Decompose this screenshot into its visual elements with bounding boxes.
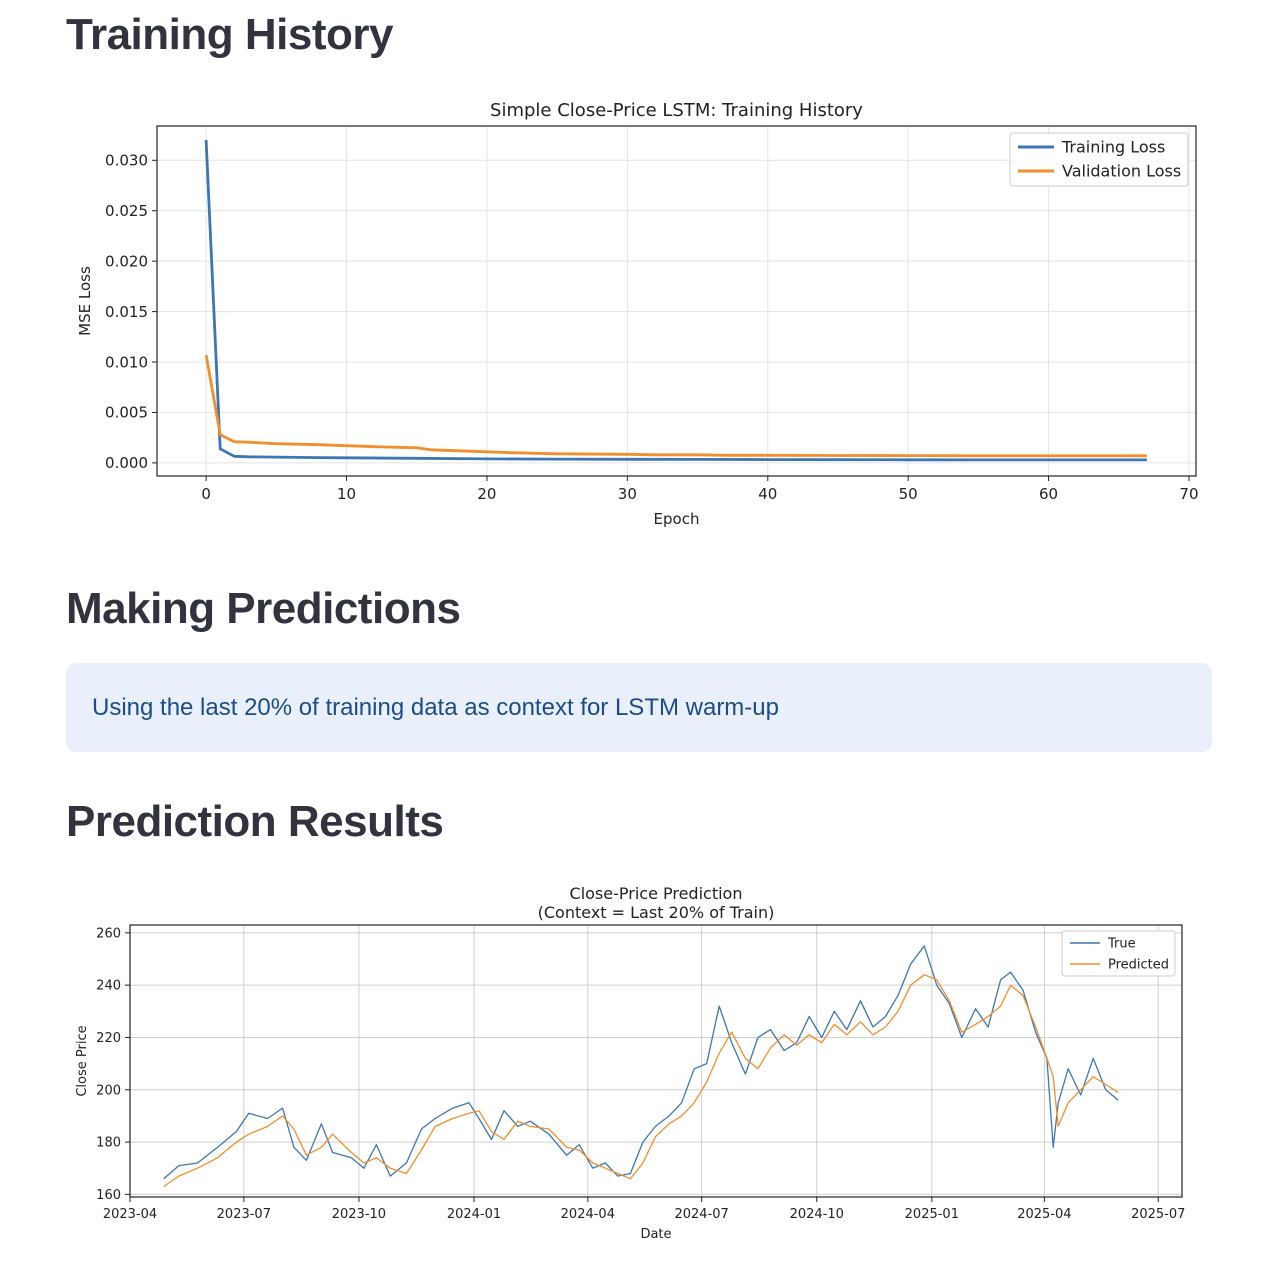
x-tick-label: 2023-04 <box>103 1207 157 1222</box>
x-tick-label: 2024-07 <box>674 1207 728 1222</box>
x-tick-label: 30 <box>618 485 637 503</box>
y-tick-label: 240 <box>96 979 121 994</box>
x-tick-label: 2024-10 <box>790 1207 844 1222</box>
y-tick-label: 0.025 <box>105 202 148 220</box>
grid-lines <box>157 126 1196 476</box>
series-line-predicted <box>163 974 1119 1188</box>
x-tick-label: 2023-10 <box>332 1207 386 1222</box>
plot-frame <box>156 125 1197 477</box>
y-tick-label: 200 <box>96 1083 121 1098</box>
x-tick-label: 10 <box>337 485 356 503</box>
x-axis-label: Epoch <box>654 510 700 528</box>
heading-making-predictions: Making Predictions <box>66 584 461 633</box>
close-price-prediction-chart: 2023-04 2023-07 2023-10 2024-01 2024-04 2024-… <box>75 884 1185 1242</box>
info-alert-text: Using the last 20% of training data as c… <box>92 693 779 721</box>
legend-box <box>1009 132 1189 187</box>
y-tick-label: 260 <box>96 926 121 941</box>
y-axis-label: Close Price <box>75 1025 90 1096</box>
series-line-training-loss <box>204 140 1147 462</box>
x-tick-label: 50 <box>899 485 918 503</box>
y-tick-label: 0.030 <box>105 152 148 170</box>
plot-frame <box>129 924 1183 1198</box>
y-tick-label: 220 <box>96 1031 121 1046</box>
x-tick-label: 20 <box>477 485 496 503</box>
legend-label: Training Loss <box>1061 138 1165 157</box>
x-tick-label: 70 <box>1179 485 1198 503</box>
chart-title: Close-Price Prediction <box>570 884 743 903</box>
x-tick-label: 2024-04 <box>561 1207 615 1222</box>
y-tick-label: 0.005 <box>105 404 148 422</box>
x-tick-label: 2024-01 <box>447 1207 501 1222</box>
heading-training-history: Training History <box>66 10 393 59</box>
legend: True Predicted <box>1061 930 1176 977</box>
series-line-validation-loss <box>204 354 1147 458</box>
legend: Training Loss Validation Loss <box>1009 132 1189 187</box>
info-alert: Using the last 20% of training data as c… <box>66 663 1212 752</box>
heading-prediction-results: Prediction Results <box>66 797 444 846</box>
y-tick-label: 160 <box>96 1188 121 1203</box>
x-tick-label: 0 <box>201 485 211 503</box>
chart-title: Simple Close-Price LSTM: Training Histor… <box>490 100 863 121</box>
x-tick-label: 2025-07 <box>1131 1207 1185 1222</box>
y-axis-label: MSE Loss <box>76 266 94 336</box>
y-tick-label: 0.000 <box>105 454 148 472</box>
x-axis-label: Date <box>640 1227 671 1242</box>
y-tick-label: 0.010 <box>105 353 148 371</box>
x-tick-label: 2025-01 <box>905 1207 959 1222</box>
series-line-true <box>163 945 1119 1180</box>
chart-subtitle: (Context = Last 20% of Train) <box>538 903 775 922</box>
legend-label: True <box>1107 937 1136 952</box>
x-tick-label: 2025-04 <box>1017 1207 1071 1222</box>
x-tick-label: 40 <box>758 485 777 503</box>
y-tick-label: 0.015 <box>105 303 148 321</box>
legend-label: Predicted <box>1108 958 1169 973</box>
grid-lines <box>129 925 1182 1197</box>
legend-label: Validation Loss <box>1062 162 1181 181</box>
y-tick-label: 0.020 <box>105 252 148 270</box>
training-history-chart: 0 10 20 30 40 50 60 70 0.000 0.005 0.010 0.015 0.020… <box>76 100 1199 528</box>
x-tick-label: 60 <box>1039 485 1058 503</box>
x-tick-label: 2023-07 <box>217 1207 271 1222</box>
y-tick-label: 180 <box>96 1136 121 1151</box>
